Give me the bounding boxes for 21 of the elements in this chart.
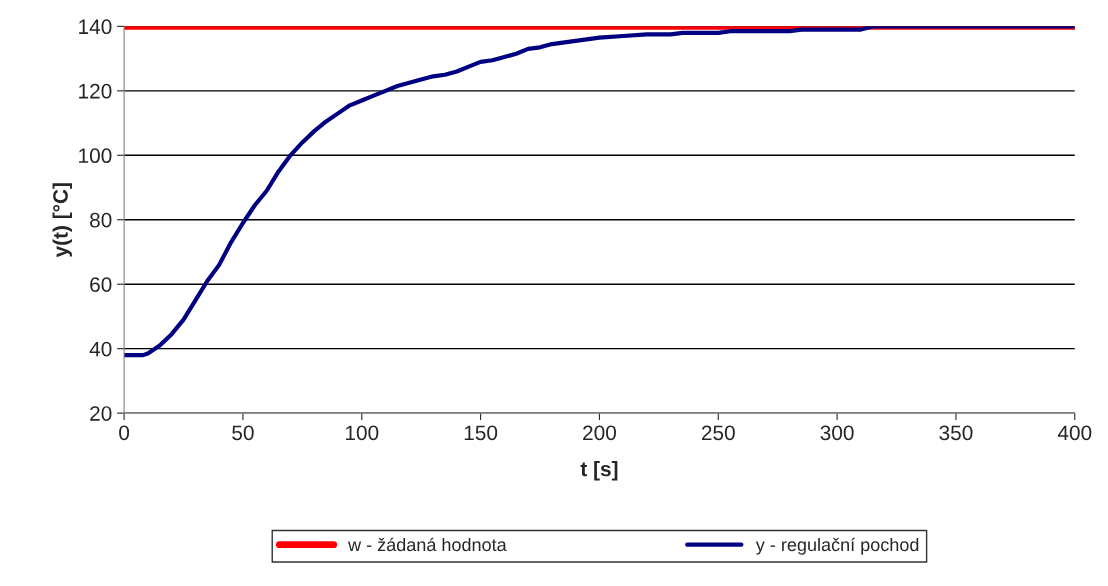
x-tick-label: 50 bbox=[232, 425, 254, 441]
y-tick-label: 120 bbox=[79, 83, 112, 99]
x-tick-label: 400 bbox=[1057, 425, 1092, 441]
line-series bbox=[124, 26, 1075, 358]
y-tick-label: 80 bbox=[90, 212, 112, 228]
legend-label: w - žádaná hodnota bbox=[348, 537, 507, 552]
y-axis-title: y(t) [°C] bbox=[52, 183, 72, 258]
x-axis-title: t [s] bbox=[580, 461, 618, 481]
y-tick-label: 140 bbox=[79, 19, 112, 35]
x-tick-label: 250 bbox=[701, 425, 735, 441]
legend-label: y - regulační pochod bbox=[755, 537, 919, 555]
x-tick-label: 300 bbox=[820, 425, 854, 441]
y-tick-label: 60 bbox=[90, 277, 112, 292]
x-tick-label: 0 bbox=[119, 425, 130, 441]
x-tick-label: 350 bbox=[939, 425, 973, 441]
y-tick-label: 40 bbox=[89, 341, 112, 357]
x-tick-label: 200 bbox=[583, 425, 616, 441]
x-tick-label: 100 bbox=[345, 425, 379, 441]
y-tick-label: 100 bbox=[79, 148, 112, 164]
x-tick-label: 150 bbox=[464, 425, 498, 441]
y-tick-label: 20 bbox=[90, 406, 112, 421]
